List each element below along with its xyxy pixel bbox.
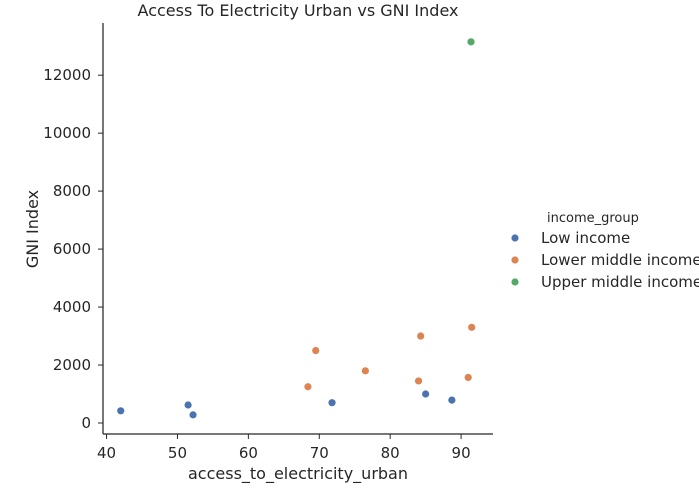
legend-entry-label: Upper middle income (541, 273, 699, 291)
y-axis-label: GNI Index (23, 190, 42, 268)
legend-entry-label: Lower middle income (541, 251, 699, 269)
y-tick-label: 8000 (53, 182, 91, 200)
data-point-lower-middle-income (468, 323, 476, 331)
x-tick-label: 40 (97, 444, 116, 462)
x-tick-label: 60 (239, 444, 258, 462)
y-tick-label: 0 (81, 414, 91, 432)
x-tick-label: 80 (381, 444, 400, 462)
data-point-low-income (448, 396, 456, 404)
plot-area: 40 50 60 70 80 90 0 2000 4000 6000 8000 10000 12000 (43, 23, 493, 462)
legend-marker (511, 256, 519, 264)
x-tick-label: 50 (168, 444, 187, 462)
x-axis-label: access_to_electricity_urban (188, 464, 408, 484)
y-axis-ticks: 0 2000 4000 6000 8000 10000 12000 (43, 66, 103, 432)
data-point-lower-middle-income (417, 332, 425, 340)
data-point-lower-middle-income (304, 383, 312, 391)
data-point-upper-middle-income (467, 38, 475, 46)
data-point-lower-middle-income (414, 377, 423, 385)
y-tick-label: 10000 (43, 124, 91, 142)
y-tick-label: 2000 (53, 356, 91, 374)
legend: income_group Low income Lower middle inco… (511, 211, 699, 291)
data-point-lower-middle-income (361, 367, 369, 375)
y-tick-label: 4000 (53, 298, 91, 316)
data-point-lower-middle-income (464, 373, 472, 382)
data-point-low-income (117, 407, 125, 415)
legend-entry-label: Low income (541, 229, 630, 247)
data-point-low-income (422, 390, 430, 398)
x-tick-label: 90 (452, 444, 471, 462)
legend-marker (511, 278, 519, 286)
legend-marker (511, 234, 519, 242)
legend-title: income_group (547, 211, 639, 226)
chart-title: Access To Electricity Urban vs GNI Index (138, 1, 459, 20)
data-point-low-income (328, 399, 336, 407)
data-points (117, 38, 476, 419)
data-point-low-income (184, 401, 192, 409)
y-tick-label: 12000 (43, 66, 91, 84)
x-axis-ticks: 40 50 60 70 80 90 (97, 434, 471, 462)
y-tick-label: 6000 (53, 240, 91, 258)
data-point-low-income (189, 411, 197, 419)
data-point-lower-middle-income (312, 346, 320, 355)
x-tick-label: 70 (310, 444, 329, 462)
